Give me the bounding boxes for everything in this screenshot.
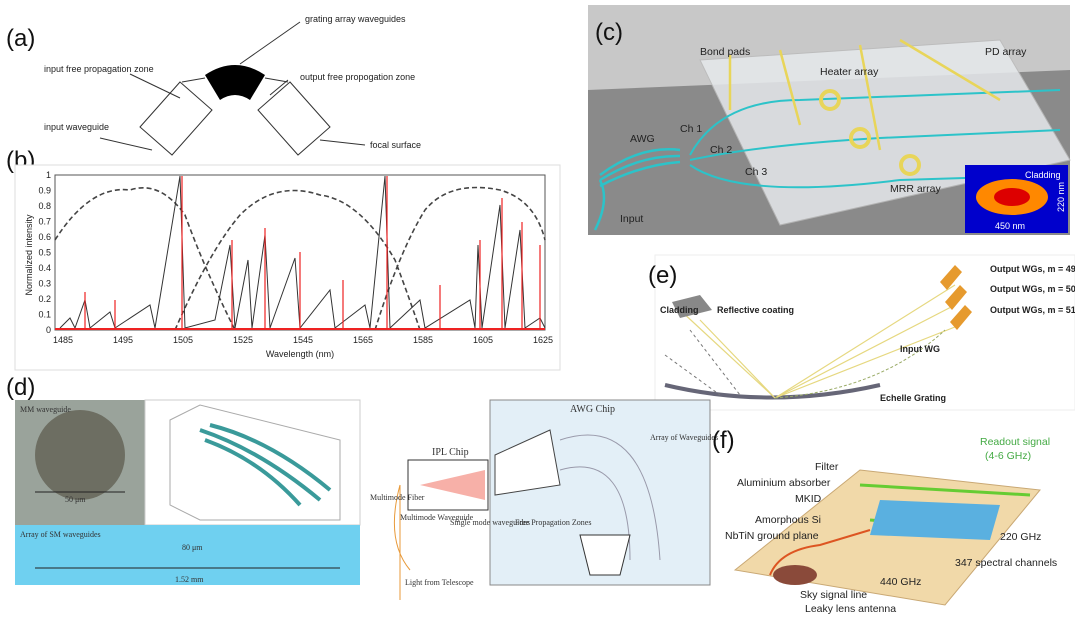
annotation: Sky signal line	[800, 589, 867, 601]
x-tick-label: 1495	[113, 335, 133, 345]
y-tick-label: 0	[46, 325, 51, 335]
annotation: Free Propagation Zones	[515, 518, 591, 527]
y-tick-label: 0.8	[38, 201, 51, 211]
annotation: AWG Chip	[570, 404, 615, 415]
y-tick-label: 0.3	[38, 279, 51, 289]
x-tick-label: 1605	[473, 335, 493, 345]
shape-line	[130, 74, 180, 98]
annotation: MRR array	[890, 183, 942, 195]
x-tick-label: 1525	[233, 335, 253, 345]
annotation: IPL Chip	[432, 447, 469, 458]
annotation: Array of SM waveguides	[20, 530, 101, 539]
panel-label: (c)	[595, 19, 623, 46]
x-tick-label: 1545	[293, 335, 313, 345]
annotation: Cladding	[1025, 170, 1061, 180]
annotation: Ch 3	[745, 166, 767, 178]
panel-d: (d) MM waveguide 50 μm Array of SM waveg…	[6, 374, 718, 600]
annotation: Bond pads	[700, 46, 750, 58]
shape-line	[265, 78, 288, 82]
y-axis-label: Normalized intensity	[24, 214, 34, 296]
annotation: Output WGs, m = 49	[990, 264, 1075, 274]
shape-path	[870, 500, 1000, 540]
annotation: Amorphous Si	[755, 514, 821, 526]
y-tick-label: 0.4	[38, 263, 51, 273]
annotation: AWG	[630, 133, 655, 145]
shape-path	[205, 65, 265, 100]
annotation: NbTiN ground plane	[725, 530, 819, 542]
y-tick-label: 0.1	[38, 310, 51, 320]
annotation: focal surface	[370, 140, 421, 150]
annotation: Heater array	[820, 66, 879, 78]
shape-line	[100, 138, 152, 150]
annotation: Multimode Fiber	[370, 493, 425, 502]
shape-path	[140, 82, 212, 155]
y-tick-label: 0.6	[38, 232, 51, 242]
y-tick-label: 1	[46, 170, 51, 180]
annotation: PD array	[985, 46, 1027, 58]
panel-b: (b) Normalized intensity Wavelength (nm)…	[6, 147, 560, 370]
annotation: Array of Waveguides	[650, 433, 718, 442]
y-tick-label: 0.7	[38, 217, 51, 227]
annotation: 1.52 mm	[175, 575, 204, 584]
panel-label: (f)	[712, 427, 735, 454]
shape-circle	[35, 410, 125, 500]
panel-a: (a) grating array waveguides input free …	[6, 14, 421, 155]
y-tick-label: 0.2	[38, 294, 51, 304]
annotation: 440 GHz	[880, 576, 921, 588]
panel-e: (e) Output WGs, m = 49 Output WGs, m = 5…	[648, 255, 1075, 410]
panel-c: (c) Bond pads PD array Heater array AWG …	[588, 5, 1070, 235]
annotation: Echelle Grating	[880, 393, 946, 403]
annotation: 220 GHz	[1000, 531, 1041, 543]
shape-ellipse	[994, 188, 1030, 206]
shape-line	[240, 22, 300, 64]
annotation: 220 nm	[1056, 182, 1066, 212]
x-tick-label: 1485	[53, 335, 73, 345]
annotation: 80 μm	[182, 543, 203, 552]
annotation: Cladding	[660, 305, 699, 315]
x-axis-label: Wavelength (nm)	[266, 349, 334, 359]
x-tick-label: 1625	[533, 335, 553, 345]
x-tick-label: 1565	[353, 335, 373, 345]
annotation: output free propogation zone	[300, 72, 415, 82]
annotation: Light from Telescope	[405, 578, 474, 587]
panel-label: (e)	[648, 262, 677, 289]
y-tick-label: 0.9	[38, 186, 51, 196]
panel-label: (a)	[6, 25, 35, 52]
annotation: MKID	[795, 493, 822, 505]
annotation: input free propagation zone	[44, 64, 154, 74]
annotation: input waveguide	[44, 122, 109, 132]
annotation: Output WGs, m = 51	[990, 305, 1075, 315]
panel-f: (f) Readout signal (4-6 GHz) Filter Alum…	[712, 427, 1070, 615]
figure: (a) grating array waveguides input free …	[0, 0, 1075, 618]
annotation: Leaky lens antenna	[805, 603, 896, 615]
annotation: 347 spectral channels	[955, 557, 1057, 569]
annotation: MM waveguide	[20, 405, 71, 414]
annotation: 450 nm	[995, 221, 1025, 231]
annotation: Reflective coating	[717, 305, 794, 315]
annotation: 50 μm	[65, 495, 86, 504]
annotation: Filter	[815, 461, 839, 473]
annotation: Aluminium absorber	[737, 477, 831, 489]
annotation: Input WG	[900, 344, 940, 354]
shape-path	[258, 82, 330, 155]
y-tick-label: 0.5	[38, 248, 51, 258]
annotation: Output WGs, m = 50	[990, 284, 1075, 294]
shape-line	[320, 140, 365, 145]
annotation: grating array waveguides	[305, 14, 406, 24]
x-tick-label: 1505	[173, 335, 193, 345]
annotation: Ch 2	[710, 144, 732, 156]
annotation: Ch 1	[680, 123, 702, 135]
shape-line	[182, 78, 205, 82]
x-tick-label: 1585	[413, 335, 433, 345]
panel-label: (d)	[6, 374, 35, 401]
shape-ellipse	[773, 565, 817, 585]
annotation: Input	[620, 213, 643, 225]
annotation: Readout signal	[980, 436, 1050, 448]
annotation: (4-6 GHz)	[985, 450, 1031, 462]
